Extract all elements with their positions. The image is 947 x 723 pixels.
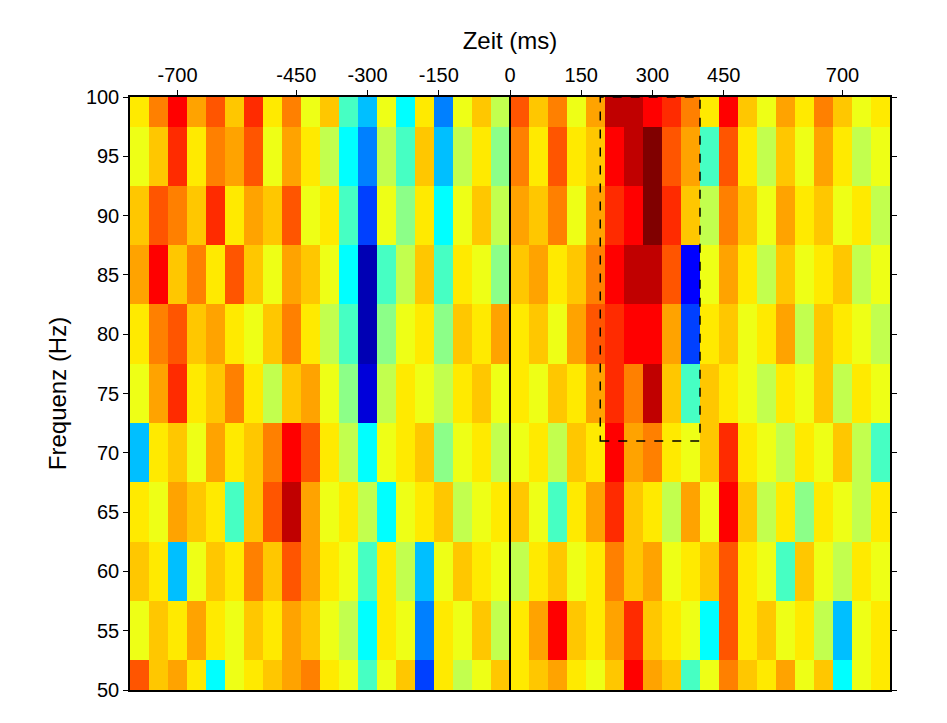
svg-text:65: 65 — [97, 501, 119, 523]
svg-text:75: 75 — [97, 383, 119, 405]
svg-text:300: 300 — [636, 64, 669, 86]
svg-text:90: 90 — [97, 205, 119, 227]
svg-text:50: 50 — [97, 679, 119, 701]
svg-text:Zeit (ms): Zeit (ms) — [463, 27, 558, 54]
svg-text:-300: -300 — [347, 64, 387, 86]
svg-text:150: 150 — [565, 64, 598, 86]
svg-text:-450: -450 — [276, 64, 316, 86]
svg-text:450: 450 — [707, 64, 740, 86]
svg-text:70: 70 — [97, 442, 119, 464]
svg-text:85: 85 — [97, 264, 119, 286]
svg-text:-150: -150 — [419, 64, 459, 86]
svg-text:100: 100 — [86, 86, 119, 108]
svg-text:-700: -700 — [157, 64, 197, 86]
svg-text:80: 80 — [97, 323, 119, 345]
svg-text:Frequenz (Hz): Frequenz (Hz) — [44, 317, 71, 470]
svg-text:60: 60 — [97, 560, 119, 582]
svg-text:95: 95 — [97, 145, 119, 167]
svg-text:700: 700 — [826, 64, 859, 86]
svg-text:0: 0 — [504, 64, 515, 86]
svg-text:55: 55 — [97, 620, 119, 642]
